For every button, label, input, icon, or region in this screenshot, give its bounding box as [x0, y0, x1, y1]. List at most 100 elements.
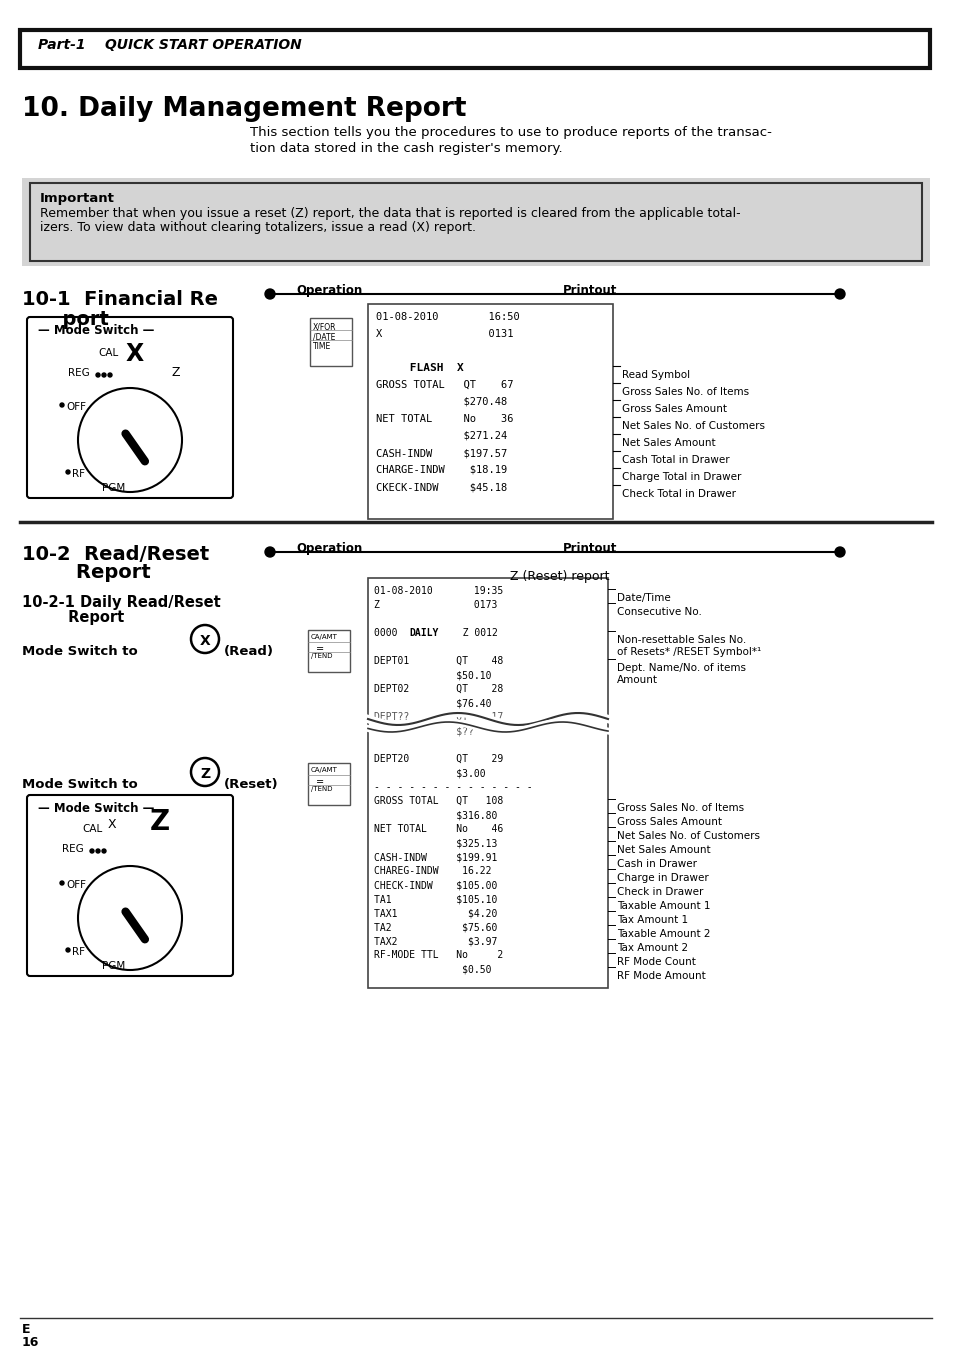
Text: (Read): (Read)	[224, 645, 274, 657]
Circle shape	[66, 470, 70, 474]
Text: 10-1  Financial Re: 10-1 Financial Re	[22, 290, 218, 309]
Text: Cash in Drawer: Cash in Drawer	[617, 859, 697, 869]
Text: DAILY: DAILY	[409, 628, 438, 639]
Text: CHARGE-INDW    $18.19: CHARGE-INDW $18.19	[375, 464, 507, 475]
Text: This section tells you the procedures to use to produce reports of the transac-: This section tells you the procedures to…	[250, 126, 771, 139]
Circle shape	[96, 849, 100, 853]
Circle shape	[60, 404, 64, 406]
Text: CA/AMT: CA/AMT	[311, 767, 337, 774]
Text: $325.13: $325.13	[374, 838, 497, 848]
Text: CHECK-INDW    $105.00: CHECK-INDW $105.00	[374, 880, 497, 890]
Text: Charge in Drawer: Charge in Drawer	[617, 873, 708, 883]
Text: izers. To view data without clearing totalizers, issue a read (X) report.: izers. To view data without clearing tot…	[40, 221, 476, 234]
Text: X                 0131: X 0131	[375, 329, 513, 339]
Text: OFF: OFF	[66, 880, 86, 890]
Bar	[308, 630, 350, 672]
Bar	[308, 763, 350, 805]
Text: Net Sales Amount: Net Sales Amount	[621, 437, 715, 448]
Text: =: =	[315, 644, 324, 653]
Text: PGM: PGM	[102, 483, 125, 493]
Text: $271.24: $271.24	[375, 431, 507, 441]
Circle shape	[834, 547, 844, 558]
Text: CASH-INDW     $197.57: CASH-INDW $197.57	[375, 448, 507, 458]
Text: Gross Sales Amount: Gross Sales Amount	[617, 817, 721, 828]
Text: $316.80: $316.80	[374, 810, 497, 819]
Text: RF Mode Count: RF Mode Count	[617, 957, 695, 967]
Text: TAX1            $4.20: TAX1 $4.20	[374, 909, 497, 918]
Bar	[20, 30, 929, 68]
Text: 10-2  Read/Reset: 10-2 Read/Reset	[22, 545, 209, 564]
Text: X: X	[108, 818, 116, 832]
Text: $270.48: $270.48	[375, 397, 507, 406]
Text: 01-08-2010        16:50: 01-08-2010 16:50	[375, 312, 519, 323]
Text: Net Sales No. of Customers: Net Sales No. of Customers	[617, 832, 760, 841]
Text: Important: Important	[40, 192, 114, 205]
Bar	[22, 178, 929, 266]
Text: DEPT01        QT    48: DEPT01 QT 48	[374, 656, 503, 666]
Text: NET TOTAL     No    46: NET TOTAL No 46	[374, 824, 503, 834]
Text: /TEND: /TEND	[311, 653, 333, 659]
Text: RF: RF	[71, 468, 85, 479]
Text: REG: REG	[68, 369, 90, 378]
Text: DEPT??        QT    17: DEPT?? QT 17	[374, 711, 503, 722]
Text: Non-resettable Sales No.
of Resets* /RESET Symbol*¹: Non-resettable Sales No. of Resets* /RES…	[617, 634, 760, 656]
Text: NET TOTAL     No    36: NET TOTAL No 36	[375, 414, 513, 424]
Text: Operation: Operation	[296, 284, 363, 297]
Text: $50.10: $50.10	[374, 670, 491, 680]
Text: RF-MODE TTL   No     2: RF-MODE TTL No 2	[374, 950, 503, 960]
Text: TAX2            $3.97: TAX2 $3.97	[374, 936, 497, 946]
Text: $0.50: $0.50	[374, 964, 491, 973]
Circle shape	[108, 373, 112, 377]
Text: Z: Z	[200, 767, 210, 782]
Text: 10-2-1 Daily Read/Reset: 10-2-1 Daily Read/Reset	[22, 595, 220, 610]
Text: Gross Sales No. of Items: Gross Sales No. of Items	[617, 803, 743, 813]
Text: Mode Switch to: Mode Switch to	[22, 778, 137, 791]
Text: Report: Report	[22, 610, 124, 625]
Text: 0000: 0000	[374, 628, 403, 639]
Text: Part-1    QUICK START OPERATION: Part-1 QUICK START OPERATION	[38, 38, 301, 53]
Text: E: E	[22, 1323, 30, 1336]
Text: port: port	[22, 310, 109, 329]
Text: TA2            $75.60: TA2 $75.60	[374, 922, 497, 931]
Text: Report: Report	[22, 563, 151, 582]
Text: Z: Z	[172, 366, 180, 379]
Bar	[368, 578, 607, 988]
Text: FLASH  X: FLASH X	[375, 363, 463, 373]
Text: Date/Time: Date/Time	[617, 593, 670, 603]
Text: Consecutive No.: Consecutive No.	[617, 608, 701, 617]
Text: REG: REG	[62, 844, 84, 855]
Text: (Reset): (Reset)	[224, 778, 278, 791]
Text: /DATE: /DATE	[313, 332, 335, 342]
Circle shape	[78, 865, 182, 971]
Bar	[310, 319, 352, 366]
Text: X: X	[126, 342, 144, 366]
Circle shape	[78, 387, 182, 491]
Circle shape	[90, 849, 94, 853]
Text: Net Sales No. of Customers: Net Sales No. of Customers	[621, 421, 764, 431]
Text: TA1           $105.10: TA1 $105.10	[374, 894, 497, 904]
FancyBboxPatch shape	[27, 795, 233, 976]
Text: CAL: CAL	[82, 824, 102, 834]
Text: X: X	[199, 634, 211, 648]
Text: PGM: PGM	[102, 961, 125, 971]
Circle shape	[66, 948, 70, 952]
Text: CHAREG-INDW    16.22: CHAREG-INDW 16.22	[374, 865, 491, 876]
Text: 01-08-2010       19:35: 01-08-2010 19:35	[374, 586, 503, 595]
Text: Printout: Printout	[562, 284, 617, 297]
Text: Dept. Name/No. of items
Amount: Dept. Name/No. of items Amount	[617, 663, 745, 684]
Text: Tax Amount 1: Tax Amount 1	[617, 915, 687, 925]
Text: CKECK-INDW     $45.18: CKECK-INDW $45.18	[375, 482, 507, 491]
Text: Remember that when you issue a reset (Z) report, the data that is reported is cl: Remember that when you issue a reset (Z)…	[40, 207, 740, 220]
Circle shape	[96, 373, 100, 377]
Text: RF Mode Amount: RF Mode Amount	[617, 971, 705, 981]
Circle shape	[265, 289, 274, 298]
Text: Check Total in Drawer: Check Total in Drawer	[621, 489, 735, 500]
Text: Printout: Printout	[562, 541, 617, 555]
Text: CA/AMT: CA/AMT	[311, 634, 337, 640]
Text: TIME: TIME	[313, 342, 331, 351]
Circle shape	[265, 547, 274, 558]
Text: Tax Amount 2: Tax Amount 2	[617, 944, 687, 953]
Bar	[30, 184, 921, 261]
Text: CASH-INDW     $199.91: CASH-INDW $199.91	[374, 852, 497, 863]
Text: Check in Drawer: Check in Drawer	[617, 887, 702, 896]
